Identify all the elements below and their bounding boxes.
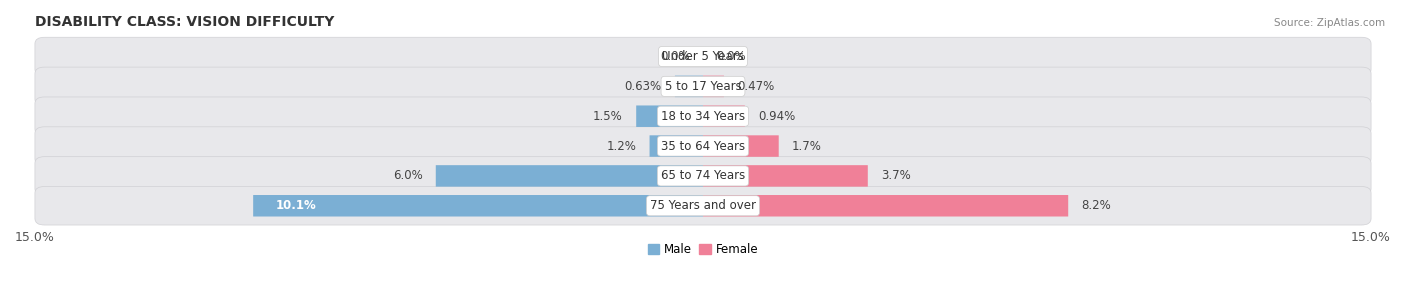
FancyBboxPatch shape <box>35 67 1371 105</box>
Text: 0.47%: 0.47% <box>737 80 775 93</box>
FancyBboxPatch shape <box>675 76 703 97</box>
Text: Under 5 Years: Under 5 Years <box>662 50 744 63</box>
FancyBboxPatch shape <box>703 165 868 187</box>
Text: 75 Years and over: 75 Years and over <box>650 199 756 212</box>
Text: 18 to 34 Years: 18 to 34 Years <box>661 110 745 123</box>
FancyBboxPatch shape <box>35 187 1371 225</box>
FancyBboxPatch shape <box>703 76 724 97</box>
Text: Source: ZipAtlas.com: Source: ZipAtlas.com <box>1274 18 1385 28</box>
Text: 10.1%: 10.1% <box>276 199 316 212</box>
FancyBboxPatch shape <box>35 157 1371 195</box>
Text: 0.0%: 0.0% <box>717 50 747 63</box>
FancyBboxPatch shape <box>703 135 779 157</box>
FancyBboxPatch shape <box>253 195 703 216</box>
Text: 65 to 74 Years: 65 to 74 Years <box>661 169 745 182</box>
Text: 0.63%: 0.63% <box>624 80 662 93</box>
FancyBboxPatch shape <box>650 135 703 157</box>
FancyBboxPatch shape <box>436 165 703 187</box>
FancyBboxPatch shape <box>636 105 703 127</box>
Text: 0.0%: 0.0% <box>659 50 689 63</box>
Text: 1.5%: 1.5% <box>593 110 623 123</box>
FancyBboxPatch shape <box>703 105 745 127</box>
Legend: Male, Female: Male, Female <box>643 238 763 261</box>
Text: 35 to 64 Years: 35 to 64 Years <box>661 140 745 153</box>
Text: DISABILITY CLASS: VISION DIFFICULTY: DISABILITY CLASS: VISION DIFFICULTY <box>35 15 335 29</box>
Text: 5 to 17 Years: 5 to 17 Years <box>665 80 741 93</box>
FancyBboxPatch shape <box>35 37 1371 76</box>
Text: 3.7%: 3.7% <box>882 169 911 182</box>
Text: 0.94%: 0.94% <box>758 110 796 123</box>
Text: 6.0%: 6.0% <box>392 169 422 182</box>
FancyBboxPatch shape <box>35 97 1371 136</box>
Text: 1.7%: 1.7% <box>792 140 823 153</box>
FancyBboxPatch shape <box>703 195 1069 216</box>
FancyBboxPatch shape <box>35 127 1371 165</box>
Text: 1.2%: 1.2% <box>606 140 636 153</box>
Text: 8.2%: 8.2% <box>1081 199 1111 212</box>
